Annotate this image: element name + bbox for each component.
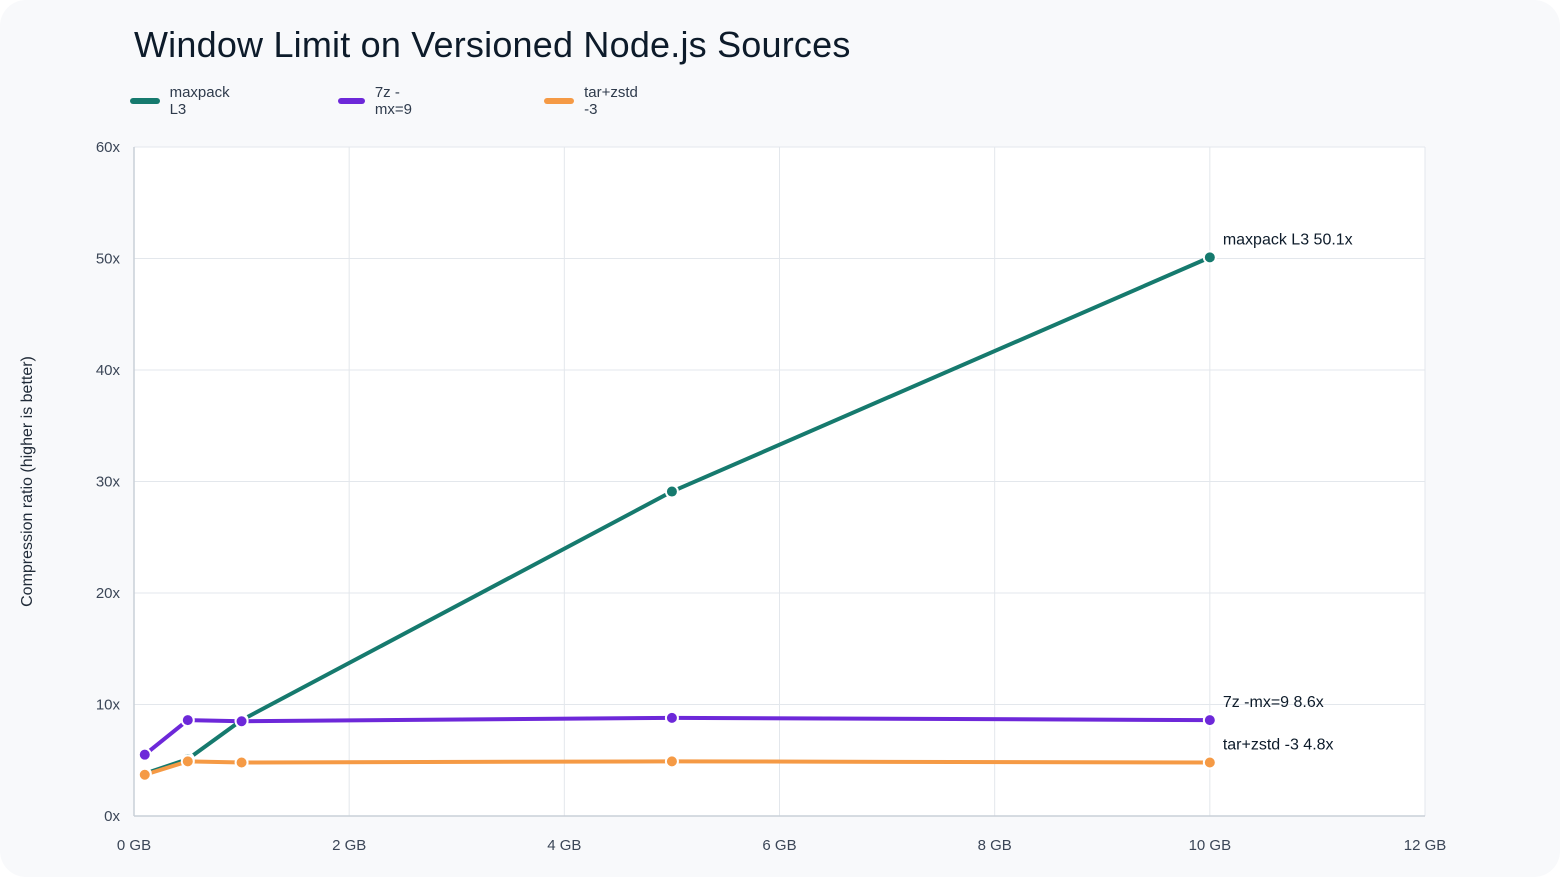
legend-label-maxpack: maxpack L3: [169, 84, 230, 118]
legend-swatch-maxpack: [130, 98, 160, 104]
data-point-0: [1202, 250, 1217, 265]
data-point-1: [234, 714, 249, 729]
y-tick-label: 60x: [96, 139, 121, 156]
data-point-1: [1202, 713, 1217, 728]
series-end-label-1: 7z -mx=9 8.6x: [1223, 694, 1324, 711]
legend-label-7z: 7z -mx=9: [374, 84, 412, 118]
y-tick-label: 0x: [104, 808, 120, 825]
x-tick-label: 4 GB: [547, 837, 581, 854]
series-end-label-2: tar+zstd -3 4.8x: [1223, 736, 1334, 753]
data-point-2: [137, 767, 152, 782]
y-tick-label: 50x: [96, 251, 121, 268]
data-point-2: [234, 755, 249, 770]
legend-label-zstd: tar+zstd -3: [584, 84, 638, 118]
data-point-1: [664, 710, 679, 725]
y-axis-label: Compression ratio (higher is better): [19, 356, 36, 607]
y-tick-label: 10x: [96, 697, 121, 714]
x-tick-label: 8 GB: [978, 837, 1012, 854]
data-point-1: [180, 713, 195, 728]
y-tick-label: 40x: [96, 362, 121, 379]
x-tick-label: 2 GB: [332, 837, 366, 854]
y-tick-label: 20x: [96, 585, 121, 602]
x-tick-label: 10 GB: [1189, 837, 1232, 854]
legend-item-zstd: tar+zstd -3: [544, 84, 644, 118]
data-point-1: [137, 747, 152, 762]
legend-item-7z: 7z -mx=9: [338, 84, 421, 118]
series-end-label-0: maxpack L3 50.1x: [1223, 231, 1353, 248]
data-point-2: [180, 754, 195, 769]
y-tick-label: 30x: [96, 474, 121, 491]
x-tick-label: 0 GB: [117, 837, 151, 854]
data-point-0: [664, 484, 679, 499]
x-tick-label: 12 GB: [1404, 837, 1447, 854]
data-point-2: [1202, 755, 1217, 770]
legend-swatch-7z: [338, 98, 365, 104]
legend-swatch-zstd: [544, 98, 575, 104]
chart-title: Window Limit on Versioned Node.js Source…: [134, 24, 851, 65]
legend-item-maxpack: maxpack L3: [130, 84, 236, 118]
data-point-2: [664, 754, 679, 769]
x-tick-label: 6 GB: [762, 837, 796, 854]
